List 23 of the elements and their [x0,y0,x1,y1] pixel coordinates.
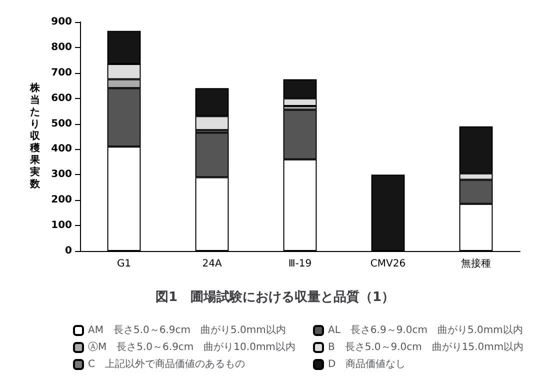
legend-label: AL 長さ6.9～9.0cm 曲がり5.0mm以内 [328,324,523,336]
x-tick-label: 24A [202,258,222,270]
y-tick-label: 800 [51,42,72,53]
y-tick-label: 600 [51,92,72,104]
x-tick-label: CMV26 [370,258,406,270]
y-tick-label: 700 [51,67,72,78]
y-tick-label: 300 [51,169,72,180]
legend-label: B 長さ5.0～9.0cm 曲がり15.0mm以内 [328,341,524,353]
text: 図1 圃場試験における収量と品質（1） [155,289,395,305]
text: 株当たり収穫果実数 [30,83,40,190]
legend-label: ⒶM 長さ5.0～6.9cm 曲がり10.0mm以内 [88,341,296,353]
x-tick-label: 無接種 [461,258,491,270]
legend-label: AM 長さ5.0～6.9cm 曲がり5.0mm以内 [88,324,286,336]
x-tick-label: Ⅲ-19 [288,258,312,270]
y-tick-label: 500 [51,118,72,130]
y-tick-label: 200 [51,194,72,206]
y-tick-label: 400 [51,144,72,155]
y-tick-label: 900 [51,16,72,28]
y-tick-label: 100 [51,220,72,232]
legend-label: C 上記以外で商品価値のあるもの [88,358,245,370]
y-tick-label: 0 [65,246,72,256]
legend-label: D 商品価値なし [328,358,406,370]
x-tick-label: G1 [116,258,132,270]
